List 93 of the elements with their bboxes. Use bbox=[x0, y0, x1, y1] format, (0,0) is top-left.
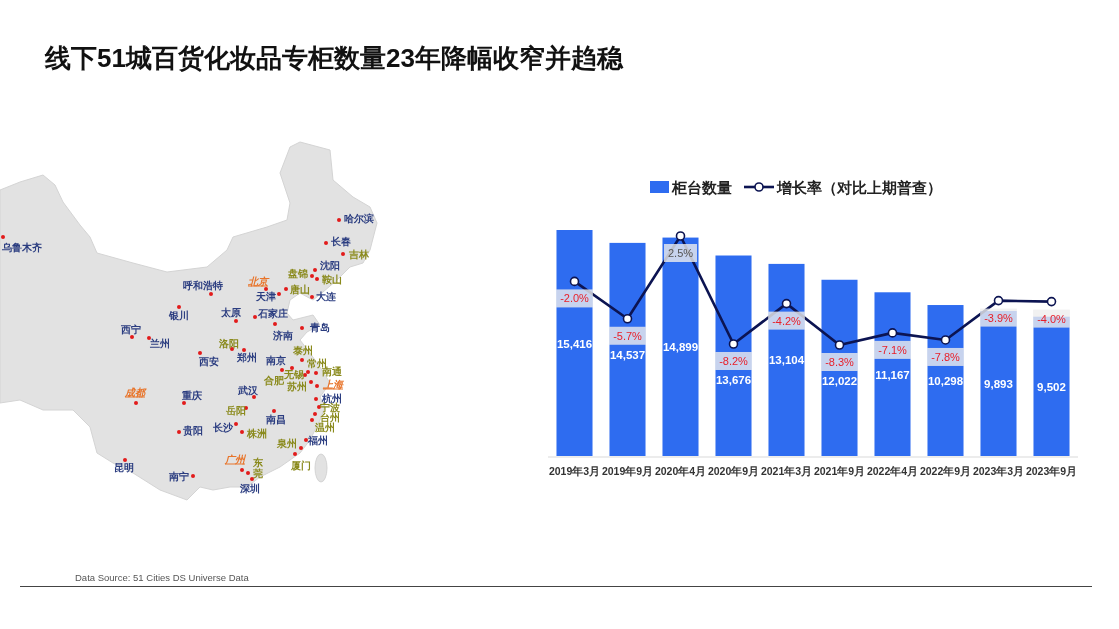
text: 沈阳 bbox=[319, 259, 340, 271]
text: 苏州 bbox=[286, 380, 307, 392]
text: 呼和浩特 bbox=[183, 279, 223, 291]
text: 南京 bbox=[265, 354, 286, 366]
data-label: 13,676 bbox=[715, 373, 752, 386]
text: 南昌 bbox=[265, 413, 286, 425]
text: 广州 bbox=[224, 453, 247, 465]
text: 泉州 bbox=[276, 437, 297, 449]
data-label: 15,416 bbox=[556, 337, 593, 350]
source-note: Data Source: 51 Cities DS Universe Data bbox=[75, 572, 250, 583]
text: 长沙 bbox=[212, 421, 234, 433]
text: 武汉 bbox=[237, 384, 259, 396]
data-label: 14,537 bbox=[609, 348, 646, 361]
data-label: -4.2% bbox=[772, 314, 802, 327]
data-label: 14,899 bbox=[662, 341, 699, 354]
data-label: 9,502 bbox=[1037, 380, 1066, 393]
text: 线下51城百货化妆品专柜数量23年降幅收窄并趋稳 bbox=[44, 43, 624, 73]
legend-label: 增长率（对比上期普查） bbox=[776, 178, 942, 196]
text: 银川 bbox=[168, 309, 189, 321]
text: 鞍山 bbox=[321, 273, 342, 285]
data-label: -4.0% bbox=[1037, 312, 1067, 325]
text: 重庆 bbox=[181, 389, 202, 401]
data-label: 9,893 bbox=[984, 377, 1013, 390]
point bbox=[781, 298, 792, 309]
text: 成都 bbox=[124, 386, 147, 398]
text: 济南 bbox=[272, 329, 293, 341]
text: 西安 bbox=[198, 355, 219, 367]
text: 北京 bbox=[247, 275, 270, 287]
x-tick-label: 2022年9月 bbox=[919, 465, 972, 477]
data-label: -5.7% bbox=[613, 329, 643, 342]
text: 深圳 bbox=[239, 482, 260, 494]
text: 昆明 bbox=[114, 461, 134, 473]
text: 南宁 bbox=[168, 470, 189, 482]
bar bbox=[768, 263, 805, 456]
text: 天津 bbox=[255, 290, 276, 302]
x-tick-label: 2022年4月 bbox=[866, 465, 919, 477]
x-tick-label: 2019年3月 bbox=[548, 465, 601, 477]
bar bbox=[556, 230, 593, 456]
data-label: -7.1% bbox=[878, 343, 908, 356]
x-tick-label: 2023年3月 bbox=[972, 465, 1025, 477]
text: 上海 bbox=[322, 378, 345, 390]
point bbox=[622, 313, 633, 324]
text: 长春 bbox=[330, 235, 351, 247]
data-label: 13,104 bbox=[768, 354, 805, 367]
point bbox=[834, 340, 845, 350]
data-label: -8.3% bbox=[825, 356, 855, 368]
x-tick-label: 2020年9月 bbox=[707, 465, 760, 477]
bar bbox=[662, 237, 699, 456]
text: 郑州 bbox=[236, 351, 257, 363]
point bbox=[1046, 296, 1057, 307]
text: 洛阳 bbox=[218, 337, 239, 349]
text: 石家庄 bbox=[257, 307, 288, 319]
text: 泰州 bbox=[292, 344, 313, 356]
text: 厦门 bbox=[290, 459, 311, 471]
bar bbox=[609, 242, 646, 456]
text: 合肥 bbox=[263, 374, 285, 386]
text: 吉林 bbox=[348, 248, 370, 260]
point bbox=[728, 339, 739, 349]
text: 株洲 bbox=[246, 427, 267, 439]
data-label: 11,167 bbox=[875, 368, 910, 381]
legend-label: 柜台数量 bbox=[671, 178, 732, 196]
text: 兰州 bbox=[149, 337, 170, 349]
data-label: -2.0% bbox=[560, 292, 590, 305]
data-label: 2.5% bbox=[667, 247, 694, 259]
point bbox=[940, 335, 951, 345]
point bbox=[569, 276, 580, 287]
text: 福州 bbox=[307, 434, 328, 446]
x-tick-label: 2021年3月 bbox=[760, 465, 813, 477]
data-label: -7.8% bbox=[931, 350, 961, 363]
data-label: 12,022 bbox=[821, 375, 858, 387]
data-label: -8.2% bbox=[719, 354, 749, 367]
text: 岳阳 bbox=[225, 404, 246, 416]
text: 太原 bbox=[220, 306, 241, 318]
x-tick-label: 2019年9月 bbox=[601, 465, 654, 477]
text: 西宁 bbox=[120, 323, 141, 335]
text: 温州 bbox=[314, 421, 335, 433]
text: 东莞 bbox=[252, 457, 263, 479]
data-label: -3.9% bbox=[984, 311, 1014, 324]
point bbox=[887, 328, 898, 338]
point bbox=[675, 231, 686, 241]
x-tick-label: 2023年9月 bbox=[1025, 465, 1078, 477]
text: 大连 bbox=[315, 290, 337, 302]
x-tick-label: 2020年4月 bbox=[654, 465, 707, 477]
data-label: 10,298 bbox=[927, 375, 964, 388]
text: 唐山 bbox=[289, 283, 310, 295]
text: 乌鲁木齐 bbox=[1, 241, 42, 253]
text: 无锡 bbox=[283, 368, 304, 380]
x-tick-label: 2021年9月 bbox=[813, 465, 866, 477]
point bbox=[993, 295, 1004, 306]
text: 盘锦 bbox=[287, 267, 308, 279]
text: 青岛 bbox=[309, 321, 330, 333]
text: 贵阳 bbox=[182, 424, 203, 436]
text: 哈尔滨 bbox=[344, 212, 374, 224]
